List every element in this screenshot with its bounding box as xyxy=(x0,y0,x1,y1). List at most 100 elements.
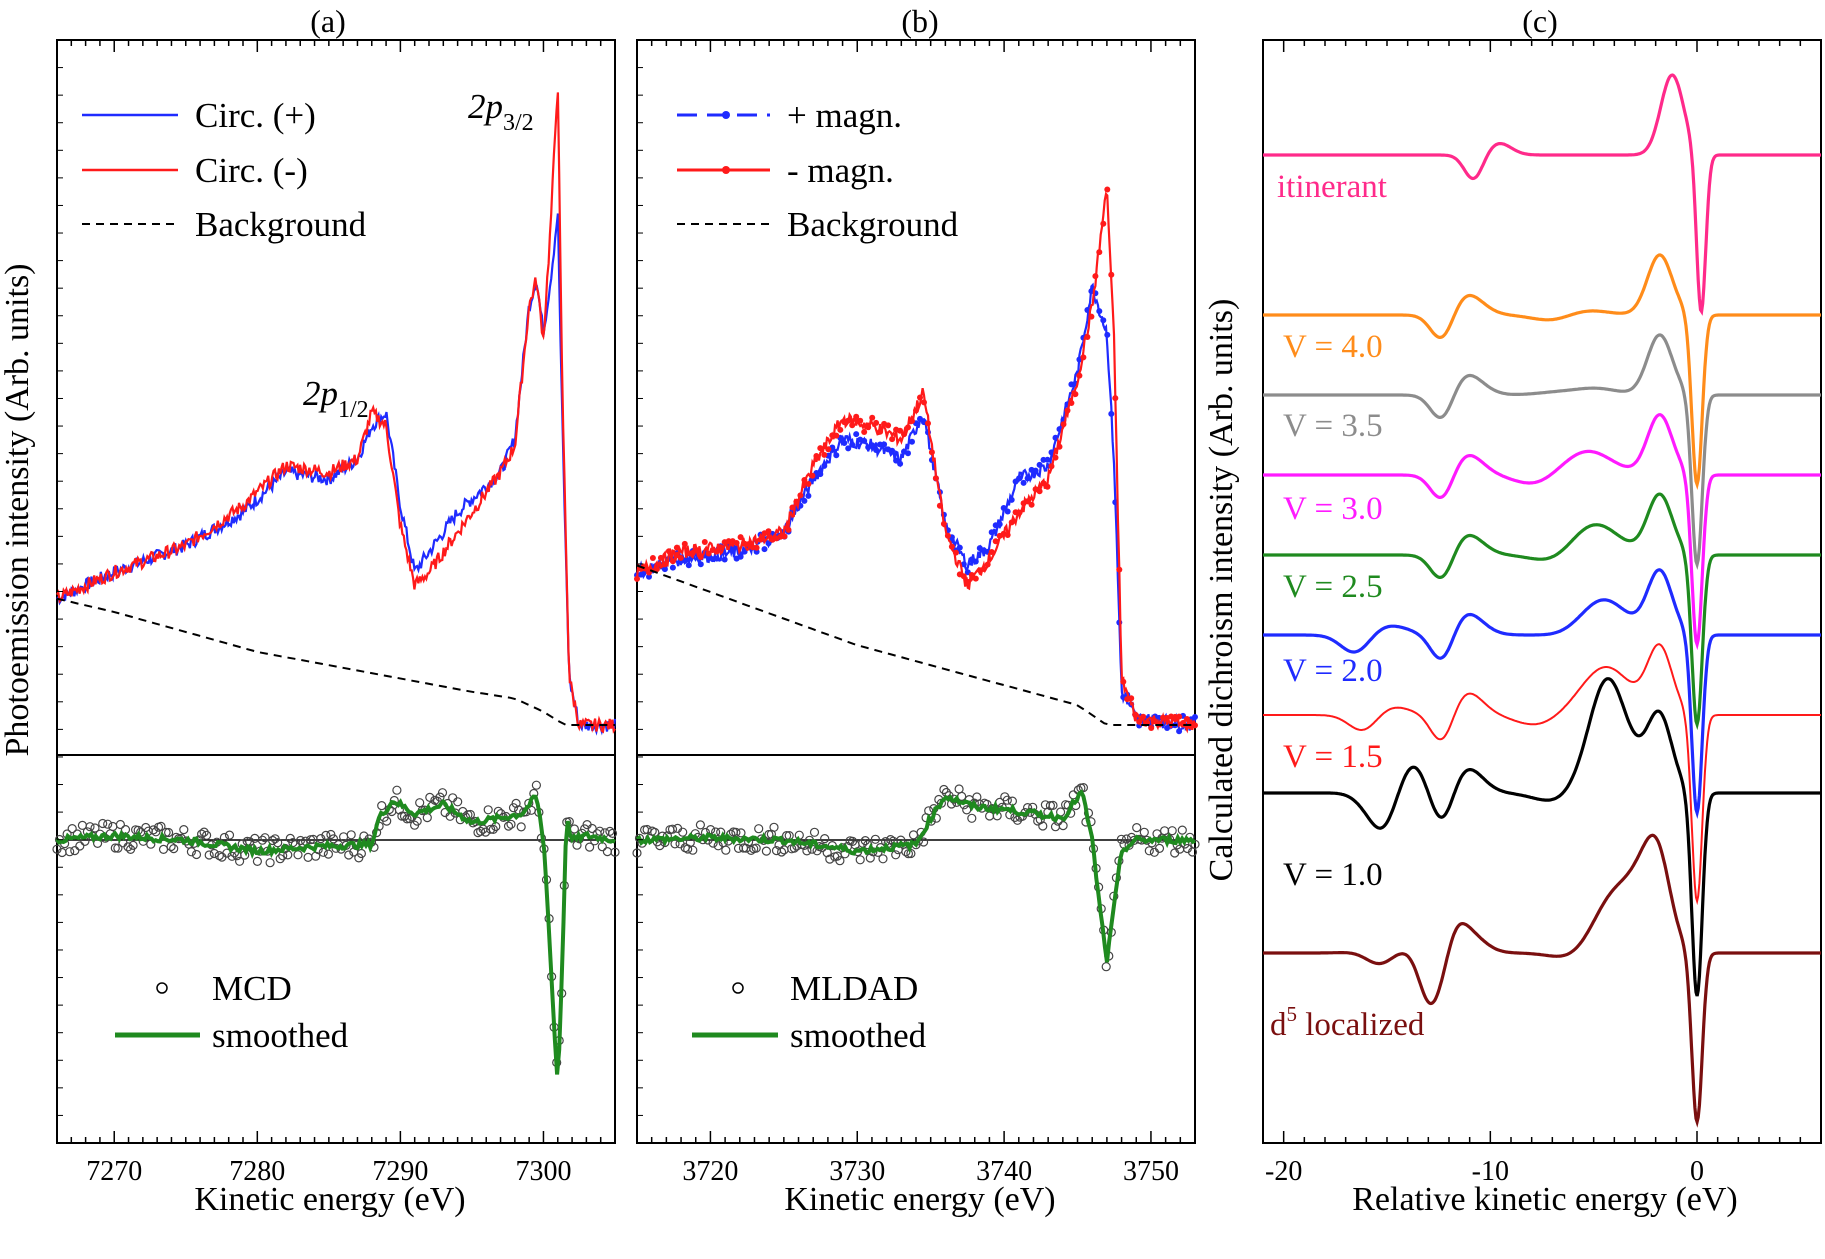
point-b-1 xyxy=(984,561,991,568)
dichroism-point-a xyxy=(265,858,275,868)
legend-b-upper: + magn. - magn. Background xyxy=(677,96,959,244)
point-b-0 xyxy=(805,492,812,499)
label-v35: V = 3.5 xyxy=(1283,408,1383,444)
point-b-0 xyxy=(833,452,840,459)
point-b-1 xyxy=(889,436,896,443)
curve-c-1 xyxy=(1263,253,1821,491)
annotation-2p32-base: 2p xyxy=(468,87,503,126)
point-b-0 xyxy=(669,564,676,571)
dichroism-point-b xyxy=(1190,839,1200,849)
dichroism-point-b xyxy=(713,841,723,851)
point-b-1 xyxy=(657,554,664,561)
dichroism-point-a xyxy=(607,828,618,839)
dichroism-point-a xyxy=(295,835,306,846)
dichroism-point-a xyxy=(164,827,174,838)
point-b-0 xyxy=(1032,467,1039,474)
point-b-0 xyxy=(1104,331,1111,338)
point-b-1 xyxy=(1176,713,1183,720)
point-b-0 xyxy=(897,460,904,467)
dichroism-point-b xyxy=(695,820,706,830)
point-b-1 xyxy=(1092,273,1099,280)
dichroism-point-b xyxy=(865,853,875,863)
legend-label-smoothed-a: smoothed xyxy=(212,1016,349,1055)
dichroism-point-a xyxy=(191,849,202,860)
dichroism-point-a xyxy=(186,847,196,857)
point-b-1 xyxy=(753,544,760,551)
point-b-0 xyxy=(1004,508,1011,515)
point-b-1 xyxy=(1024,498,1031,505)
point-b-1 xyxy=(1016,509,1023,516)
dichroism-point-a xyxy=(156,821,166,832)
dichroism-point-b xyxy=(655,840,665,851)
point-b-0 xyxy=(972,558,979,565)
dichroism-point-a xyxy=(435,792,445,802)
point-b-1 xyxy=(1112,395,1119,402)
x-tick-label-b: 3720 xyxy=(682,1156,738,1187)
point-b-1 xyxy=(960,573,967,580)
dichroism-point-a xyxy=(569,824,580,834)
x-tick-label-b: 3740 xyxy=(976,1156,1032,1187)
dichroism-point-b xyxy=(1124,840,1134,850)
dichroism-point-a xyxy=(75,841,85,851)
point-b-0 xyxy=(697,561,704,568)
dichroism-point-a xyxy=(328,834,339,844)
dichroism-point-b xyxy=(1048,800,1058,811)
point-b-0 xyxy=(721,556,728,563)
legend-label-background-b: Background xyxy=(787,205,959,244)
point-b-1 xyxy=(845,417,852,424)
point-b-0 xyxy=(1048,449,1055,456)
dichroism-point-a xyxy=(85,822,95,832)
point-b-1 xyxy=(1048,463,1055,470)
dichroism-point-a xyxy=(503,821,514,831)
panel-b-x-axis: 3720 3730 3740 3750 xyxy=(636,39,1196,1187)
dichroism-point-a xyxy=(235,856,245,866)
dichroism-point-b xyxy=(809,827,820,837)
dichroism-point-a xyxy=(425,792,435,803)
curve-c-8 xyxy=(1263,833,1821,1128)
panel-c-labels: itinerant V = 4.0 V = 3.5 V = 3.0 V = 2.… xyxy=(1270,169,1425,1043)
point-b-0 xyxy=(917,415,923,422)
point-b-1 xyxy=(952,549,959,556)
dichroism-point-a xyxy=(453,797,463,807)
legend-label-plus-magn: + magn. xyxy=(787,96,902,135)
point-b-1 xyxy=(913,407,919,414)
point-b-0 xyxy=(1192,714,1198,720)
dichroism-point-a xyxy=(65,847,75,857)
dichroism-point-b xyxy=(885,834,896,845)
legend-label-mldad: MLDAD xyxy=(790,969,918,1008)
legend-label-minus-magn: - magn. xyxy=(787,151,894,190)
dichroism-point-a xyxy=(318,847,328,857)
point-b-1 xyxy=(1060,421,1067,428)
curve-c-3 xyxy=(1263,413,1821,651)
point-b-1 xyxy=(897,427,904,434)
point-b-1 xyxy=(781,533,788,540)
dichroism-point-a xyxy=(321,830,331,841)
dichroism-point-b xyxy=(962,805,972,815)
x-tick-label-c: -20 xyxy=(1265,1156,1302,1187)
dichroism-point-a xyxy=(103,819,113,829)
dichroism-point-a xyxy=(354,853,364,863)
dichroism-point-a xyxy=(70,845,80,856)
dichroism-point-b xyxy=(802,846,812,856)
point-b-1 xyxy=(901,431,907,438)
point-b-1 xyxy=(1152,718,1159,725)
point-b-1 xyxy=(681,540,688,547)
y-axis-label-a: Photoemission intensity (Arb. units) xyxy=(0,264,36,757)
legend-marker-plus-magn xyxy=(722,111,730,119)
dichroism-point-a xyxy=(516,822,526,832)
point-b-1 xyxy=(1108,271,1115,278)
dichroism-point-b xyxy=(754,824,764,834)
dichroism-point-a xyxy=(486,824,496,834)
point-b-1 xyxy=(653,566,660,573)
dichroism-point-b xyxy=(1058,820,1068,831)
curve-c-0 xyxy=(1263,73,1821,316)
x-axis-label-a: Kinetic energy (eV) xyxy=(194,1181,465,1218)
point-b-1 xyxy=(1028,501,1035,508)
point-b-0 xyxy=(1036,461,1043,468)
legend-marker-mcd xyxy=(156,982,168,994)
dichroism-point-a xyxy=(110,843,120,853)
dichroism-point-a xyxy=(602,846,613,857)
dichroism-point-b xyxy=(1045,800,1056,811)
point-b-1 xyxy=(865,424,872,431)
point-b-1 xyxy=(1084,334,1091,340)
